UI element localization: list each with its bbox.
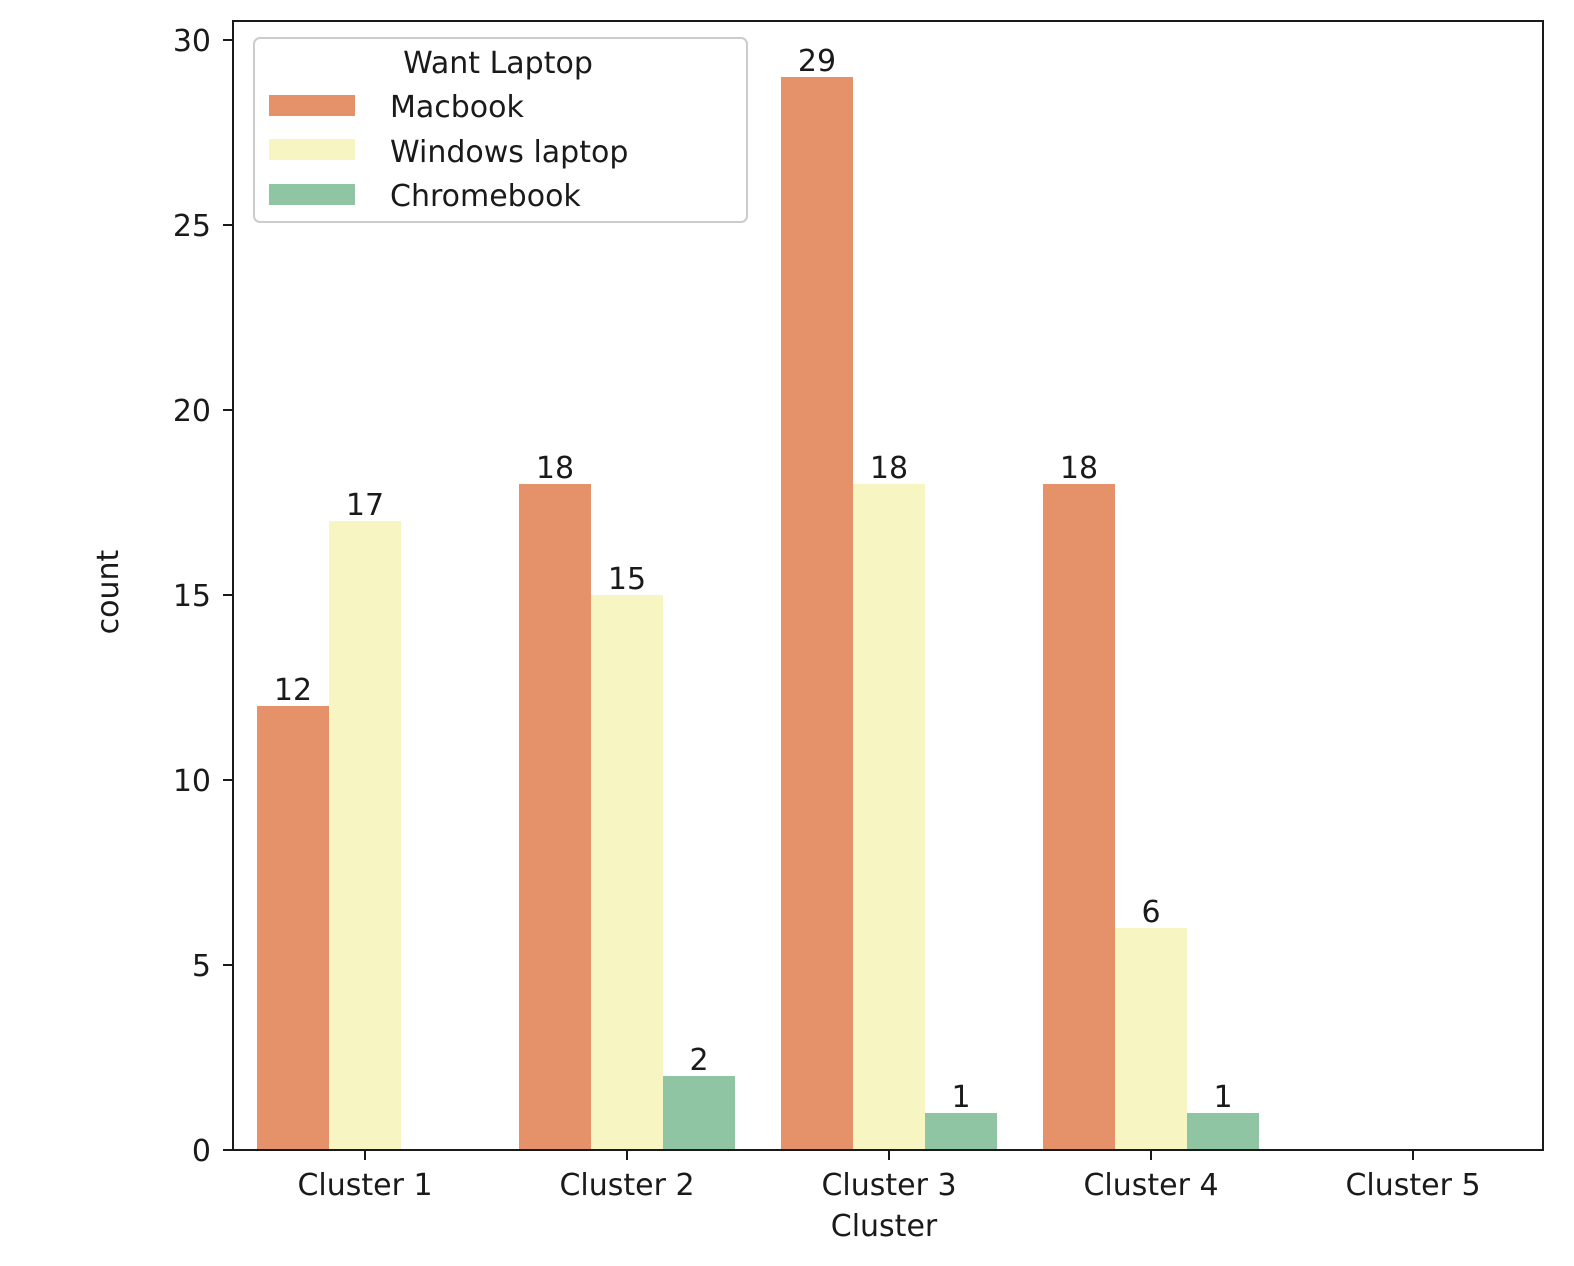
y-tick-label: 30	[173, 24, 211, 59]
x-axis: Cluster 1 Cluster 2 Cluster 3 Cluster 4 Clus…	[297, 1150, 1481, 1203]
plot-frame	[232, 20, 1544, 1151]
legend-swatch-chromebook	[269, 184, 355, 205]
bar-label-chromebook-cluster-3: 1	[951, 1080, 970, 1115]
legend-swatch-windows-laptop	[269, 139, 355, 160]
bar-label-macbook-cluster-1: 12	[274, 673, 312, 708]
legend-box	[253, 37, 748, 223]
bar-label-windows-laptop-cluster-3: 18	[870, 451, 908, 486]
bar-chromebook-cluster-4	[1187, 1113, 1259, 1150]
x-tick-label: Cluster 1	[297, 1168, 432, 1203]
x-tick-label: Cluster 5	[1345, 1168, 1480, 1203]
y-tick-label: 20	[173, 394, 211, 429]
y-tick-label: 10	[173, 764, 211, 799]
bar-chromebook-cluster-3	[925, 1113, 997, 1150]
x-tick-label: Cluster 2	[559, 1168, 694, 1203]
x-tick-label: Cluster 4	[1083, 1168, 1218, 1203]
y-axis: 0 5 10 15 20 25 30	[173, 24, 233, 1169]
bar-label-chromebook-cluster-4: 1	[1213, 1080, 1232, 1115]
bar-macbook-cluster-1	[257, 706, 329, 1150]
bar-windows-laptop-cluster-2	[591, 595, 663, 1150]
bar-macbook-cluster-2	[519, 484, 591, 1150]
bar-label-macbook-cluster-4: 18	[1060, 451, 1098, 486]
legend: Want Laptop Macbook Windows laptop Chrom…	[253, 37, 748, 223]
bar-macbook-cluster-3	[781, 77, 853, 1150]
y-axis-label: count	[91, 549, 126, 634]
y-tick-label: 15	[173, 579, 211, 614]
bars-group	[257, 77, 1259, 1150]
legend-label-chromebook: Chromebook	[390, 179, 581, 214]
legend-label-macbook: Macbook	[390, 90, 525, 125]
bar-label-windows-laptop-cluster-2: 15	[608, 562, 646, 597]
bar-label-windows-laptop-cluster-1: 17	[346, 488, 384, 523]
x-tick-label: Cluster 3	[821, 1168, 956, 1203]
bar-label-macbook-cluster-3: 29	[798, 44, 836, 79]
bar-chromebook-cluster-2	[663, 1076, 735, 1150]
x-axis-label: Cluster	[831, 1209, 938, 1244]
legend-swatch-macbook	[269, 95, 355, 116]
y-tick-label: 5	[192, 949, 211, 984]
y-tick-label: 25	[173, 209, 211, 244]
bar-windows-laptop-cluster-1	[329, 521, 401, 1150]
bar-labels-group: 12 17 18 15 2 29 18 1 18 6 1	[274, 44, 1233, 1115]
bar-label-windows-laptop-cluster-4: 6	[1141, 895, 1160, 930]
bar-label-chromebook-cluster-2: 2	[689, 1043, 708, 1078]
legend-title: Want Laptop	[403, 46, 593, 81]
bar-windows-laptop-cluster-3	[853, 484, 925, 1150]
y-tick-label: 0	[192, 1134, 211, 1169]
bar-macbook-cluster-4	[1043, 484, 1115, 1150]
bar-label-macbook-cluster-2: 18	[536, 451, 574, 486]
bar-windows-laptop-cluster-4	[1115, 928, 1187, 1150]
legend-label-windows-laptop: Windows laptop	[390, 135, 628, 170]
